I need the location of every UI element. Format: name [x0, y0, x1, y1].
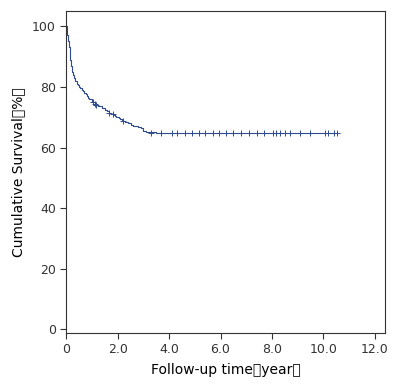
Point — [238, 130, 244, 136]
Point — [307, 130, 314, 136]
Y-axis label: Cumulative Survival（%）: Cumulative Survival（%） — [11, 87, 25, 257]
Point — [330, 130, 337, 136]
Point — [120, 118, 126, 124]
Point — [272, 130, 279, 136]
Point — [216, 130, 222, 136]
Point — [210, 130, 216, 136]
Point — [297, 130, 304, 136]
X-axis label: Follow-up time（year）: Follow-up time（year） — [151, 363, 300, 377]
Point — [106, 109, 112, 116]
Point — [202, 130, 208, 136]
Point — [322, 130, 328, 136]
Point — [246, 130, 252, 136]
Point — [158, 130, 165, 136]
Point — [110, 111, 116, 117]
Point — [174, 130, 180, 136]
Point — [325, 130, 332, 136]
Point — [92, 100, 98, 107]
Point — [93, 101, 99, 107]
Point — [276, 130, 283, 136]
Point — [196, 130, 202, 136]
Point — [230, 130, 236, 136]
Point — [287, 130, 293, 136]
Point — [222, 130, 229, 136]
Point — [270, 130, 276, 136]
Point — [168, 130, 175, 136]
Point — [181, 130, 188, 136]
Point — [282, 130, 288, 136]
Point — [261, 130, 268, 136]
Point — [334, 130, 341, 136]
Point — [90, 99, 96, 105]
Point — [253, 130, 260, 136]
Point — [189, 130, 196, 136]
Point — [148, 130, 154, 136]
